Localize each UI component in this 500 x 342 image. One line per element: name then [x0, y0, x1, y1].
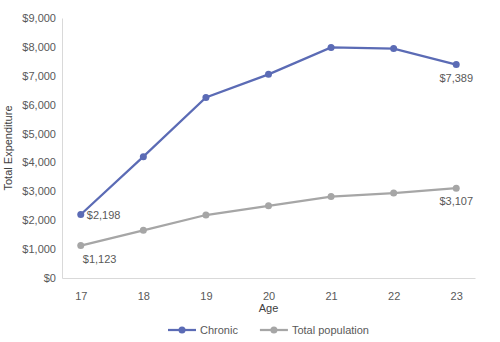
x-tick: 21 [325, 278, 337, 302]
point [140, 153, 147, 160]
y-tick: $2,000 [22, 214, 62, 226]
point [328, 44, 335, 51]
x-tick: 18 [138, 278, 150, 302]
y-axis-line [62, 19, 63, 279]
point [77, 211, 84, 218]
y-axis-title: Total Expenditure [2, 106, 14, 191]
x-axis-line [63, 278, 476, 279]
chart: $0 $1,000 $2,000 $3,000 $4,000 $5,000 $6,000 $7… [0, 0, 500, 342]
y-tick-label: $8,000 [22, 41, 56, 53]
x-tick-label: 22 [388, 290, 400, 302]
legend-marker [270, 327, 277, 334]
x-tick: 17 [75, 278, 87, 302]
y-tick: $0 [44, 272, 62, 284]
data-label: $1,123 [83, 253, 117, 265]
data-label: $7,389 [439, 72, 473, 84]
y-tick: $4,000 [22, 156, 62, 168]
y-tick: $8,000 [22, 41, 62, 53]
y-tick: $7,000 [22, 70, 62, 82]
y-tick: $1,000 [22, 243, 62, 255]
x-axis: 17 18 19 20 21 22 23 [63, 278, 476, 302]
x-tick-label: 21 [325, 290, 337, 302]
data-label: $3,107 [439, 195, 473, 207]
point [202, 94, 209, 101]
y-tick-label: $4,000 [22, 156, 56, 168]
point [390, 190, 397, 197]
y-tick: $3,000 [22, 185, 62, 197]
legend-label: Total population [292, 324, 369, 336]
y-tick-label: $6,000 [22, 99, 56, 111]
y-tick-label: $0 [44, 272, 56, 284]
x-tick-label: 18 [138, 290, 150, 302]
x-tick: 23 [451, 278, 463, 302]
legend-item: Chronic [168, 324, 238, 336]
y-tick: $9,000 [22, 12, 62, 24]
point [77, 242, 84, 249]
y-tick-label: $1,000 [22, 243, 56, 255]
legend-marker [179, 327, 186, 334]
legend-label: Chronic [200, 324, 238, 336]
x-tick-label: 17 [75, 290, 87, 302]
point [453, 61, 460, 68]
x-tick: 20 [263, 278, 275, 302]
data-labels: $2,198 $7,389 $1,123 $3,107 [83, 72, 473, 265]
x-tick: 19 [200, 278, 212, 302]
x-tick-label: 20 [263, 290, 275, 302]
point [328, 193, 335, 200]
legend-item: Total population [260, 324, 369, 336]
y-tick-label: $3,000 [22, 185, 56, 197]
point [453, 185, 460, 192]
x-axis-title: Age [259, 302, 279, 314]
y-tick-label: $9,000 [22, 12, 56, 24]
point [202, 212, 209, 219]
x-tick: 22 [388, 278, 400, 302]
legend: Chronic Total population [168, 324, 369, 336]
series-markers [77, 185, 459, 249]
data-label: $2,198 [87, 209, 121, 221]
point [265, 71, 272, 78]
x-tick-label: 23 [451, 290, 463, 302]
series-line [81, 188, 456, 245]
y-tick-label: $2,000 [22, 214, 56, 226]
marks [77, 44, 459, 249]
y-tick-label: $5,000 [22, 128, 56, 140]
series-line [81, 47, 456, 214]
y-tick-label: $7,000 [22, 70, 56, 82]
point [390, 45, 397, 52]
point [265, 202, 272, 209]
point [140, 227, 147, 234]
plot: $0 $1,000 $2,000 $3,000 $4,000 $5,000 $6,000 $7… [22, 12, 475, 302]
y-axis: $0 $1,000 $2,000 $3,000 $4,000 $5,000 $6,000 $7… [22, 12, 62, 284]
x-tick-label: 19 [200, 290, 212, 302]
y-tick: $6,000 [22, 99, 62, 111]
y-tick: $5,000 [22, 128, 62, 140]
